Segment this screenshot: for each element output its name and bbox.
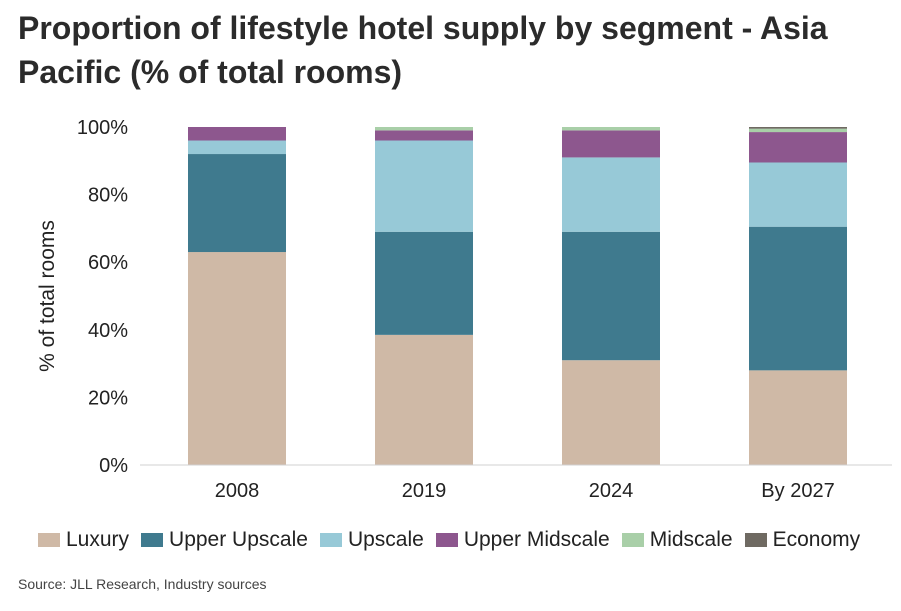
legend-swatch <box>435 533 458 547</box>
bar-segment-upscale <box>188 140 286 155</box>
y-axis-label: % of total rooms <box>36 220 59 372</box>
legend-swatch <box>621 533 644 547</box>
bar-segment-upscale <box>562 157 660 232</box>
source-note: Source: JLL Research, Industry sources <box>18 576 267 592</box>
bar-segment-upper-midscale <box>749 132 847 163</box>
bar-segment-luxury <box>188 252 286 465</box>
legend-item: Upscale <box>319 528 424 552</box>
legend-item: Upper Upscale <box>141 528 308 552</box>
y-tick-label: 60% <box>88 252 128 274</box>
x-tick-label: 2008 <box>215 480 260 502</box>
legend-swatch <box>744 533 767 547</box>
legend-item: Midscale <box>621 528 733 552</box>
bar-segment-midscale <box>749 128 847 133</box>
bars <box>188 127 847 465</box>
bar-segment-upscale <box>375 140 473 232</box>
y-tick-label: 80% <box>88 185 128 207</box>
legend-swatch <box>38 533 60 547</box>
legend-swatch <box>141 533 164 547</box>
x-tick-label: 2019 <box>402 480 447 502</box>
bar-segment-upper-upscale <box>188 154 286 253</box>
legend-label: Economy <box>772 528 861 551</box>
bar-segment-luxury <box>749 370 847 465</box>
legend-swatch <box>319 533 342 547</box>
bar-segment-upper-midscale <box>188 127 286 141</box>
bar-segment-luxury <box>562 360 660 465</box>
legend-item: Luxury <box>38 528 129 552</box>
chart-title: Proportion of lifestyle hotel supply by … <box>18 10 828 90</box>
y-tick-label: 40% <box>88 320 128 342</box>
legend-item: Economy <box>744 528 861 552</box>
bar-segment-luxury <box>375 334 473 465</box>
y-tick-label: 0% <box>99 455 128 477</box>
x-tick-label: By 2027 <box>761 480 834 502</box>
legend: Luxury Upper Upscale Upscale Upper Midscale… <box>38 528 860 552</box>
legend-label: Upscale <box>347 528 424 551</box>
bar-segment-upscale <box>749 162 847 227</box>
bar-segment-economy <box>749 127 847 129</box>
legend-label: Upper Midscale <box>463 528 610 551</box>
bar-segment-upper-midscale <box>375 130 473 141</box>
y-tick-labels: 0% 20% 40% 60% 80% 100% <box>77 117 128 477</box>
legend-label: Midscale <box>649 528 733 551</box>
stacked-bar-chart: % of total rooms 0% 20% 40% 60% 80% 100% 2008… <box>36 117 892 502</box>
bar-segment-midscale <box>375 127 473 131</box>
legend-label: Upper Upscale <box>169 528 308 551</box>
legend-item: Upper Midscale <box>435 528 610 552</box>
bar-segment-upper-upscale <box>375 231 473 335</box>
x-tick-labels: 2008 2019 2024 By 2027 <box>215 480 835 502</box>
bar-segment-upper-midscale <box>562 130 660 158</box>
y-axis-label-group: % of total rooms <box>36 220 59 372</box>
bar-segment-upper-upscale <box>749 226 847 371</box>
x-tick-label: 2024 <box>589 480 634 502</box>
y-tick-label: 20% <box>88 387 128 409</box>
legend-label: Luxury <box>66 528 130 551</box>
y-tick-label: 100% <box>77 117 128 139</box>
bar-segment-upper-upscale <box>562 231 660 361</box>
bar-segment-midscale <box>562 127 660 131</box>
